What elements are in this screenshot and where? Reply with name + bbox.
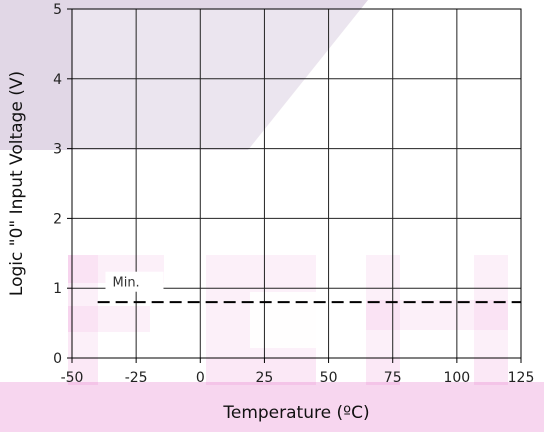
x-tick-label: 100 xyxy=(443,370,470,386)
plot-frame xyxy=(71,8,522,359)
y-tick-label: 0 xyxy=(53,351,62,367)
plot-area xyxy=(72,9,521,358)
watermark-top-shape xyxy=(0,0,368,150)
y-tick-label: 3 xyxy=(53,142,62,158)
annotation-backing xyxy=(105,271,164,292)
x-tick-label: 50 xyxy=(320,370,338,386)
x-tick-label: -25 xyxy=(125,370,148,386)
x-tick-label: -50 xyxy=(61,370,84,386)
y-tick-label: 5 xyxy=(53,2,62,18)
watermark-letter-h-right xyxy=(474,255,508,385)
y-tick-label: 2 xyxy=(53,211,62,227)
watermark-letter-h-left xyxy=(366,255,400,385)
y-tick-label: 1 xyxy=(53,281,62,297)
watermark-letter-h-bar xyxy=(366,300,508,330)
x-axis-title: Temperature (ºC) xyxy=(222,403,369,423)
watermark-letter-e xyxy=(68,255,98,385)
x-tick-label: 75 xyxy=(384,370,402,386)
x-tick-label: 125 xyxy=(508,370,535,386)
x-tick-label: 25 xyxy=(256,370,274,386)
annotation-min-label: Min. xyxy=(112,276,139,291)
y-axis-title: Logic "0" Input Voltage (V) xyxy=(7,71,27,296)
y-tick-label: 4 xyxy=(53,72,62,88)
x-tick-label: 0 xyxy=(196,370,205,386)
watermark-bottom-band xyxy=(0,382,544,432)
